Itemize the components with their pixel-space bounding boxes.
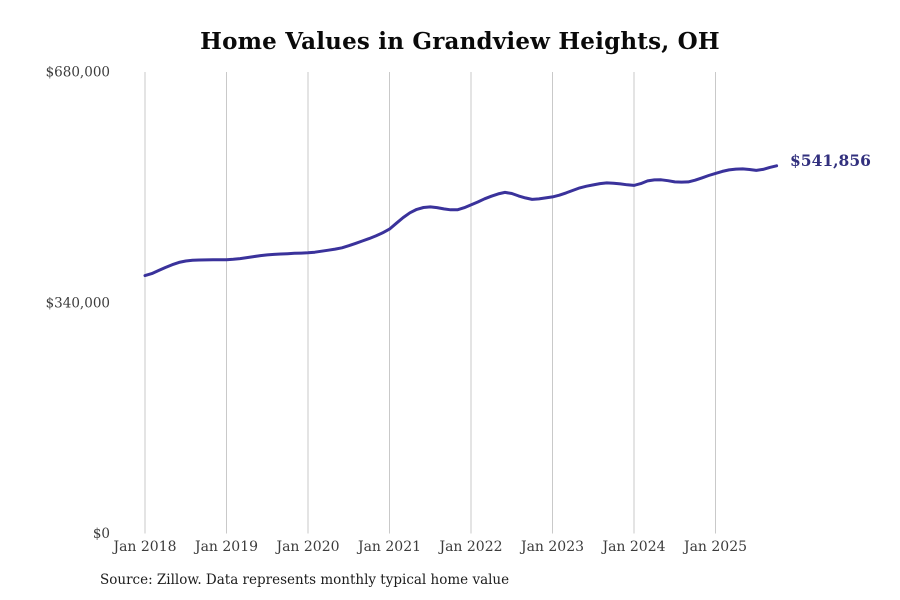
home-value-line — [143, 164, 779, 278]
x-tick-label: Jan 2022 — [437, 539, 502, 555]
x-tick-label: Jan 2020 — [274, 539, 339, 555]
y-tick-label: $340,000 — [46, 295, 110, 311]
x-tick-label: Jan 2018 — [111, 539, 176, 555]
y-tick-label: $0 — [93, 526, 110, 542]
chart-title: Home Values in Grandview Heights, OH — [200, 28, 720, 55]
final-value-label: $541,856 — [790, 151, 871, 170]
x-tick-label: Jan 2024 — [600, 539, 665, 555]
source-note: Source: Zillow. Data represents monthly … — [100, 572, 510, 588]
y-tick-label: $680,000 — [46, 65, 110, 81]
x-tick-label: Jan 2023 — [519, 539, 584, 555]
x-tick-label: Jan 2021 — [356, 539, 421, 555]
x-tick-label: Jan 2025 — [682, 539, 747, 555]
x-tick-label: Jan 2019 — [193, 539, 258, 555]
